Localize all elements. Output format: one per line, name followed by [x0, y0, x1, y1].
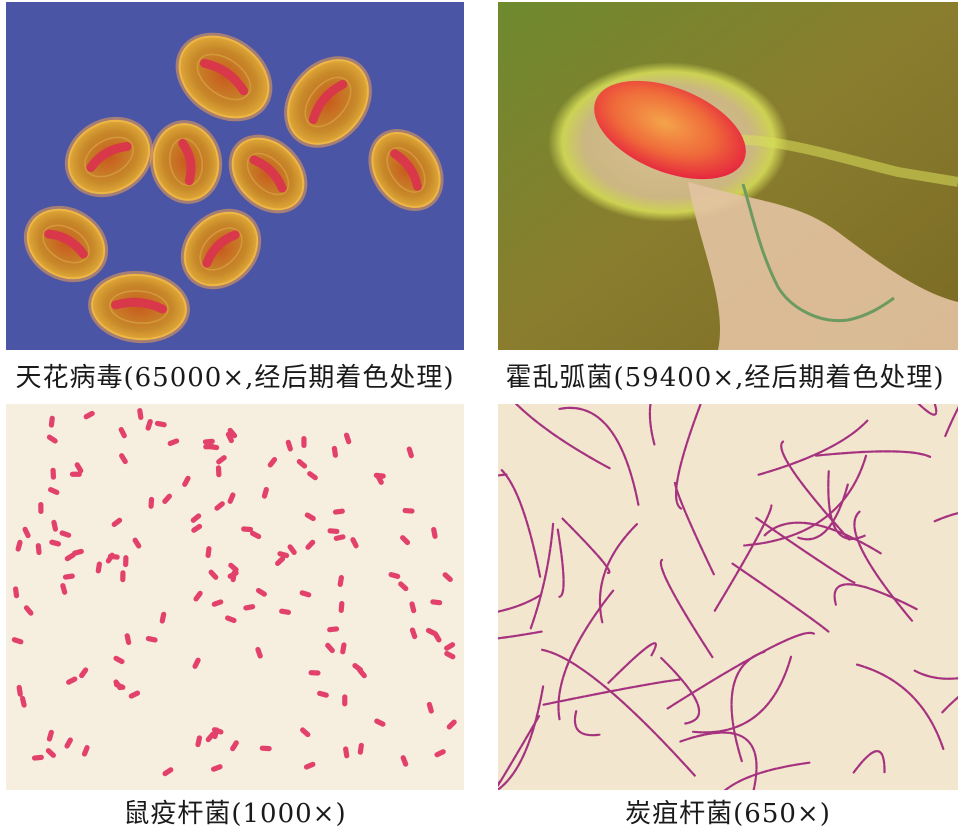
- plague-bacillus-image: [6, 404, 464, 790]
- cholera-caption: 霍乱弧菌(59400×,经后期着色处理): [492, 361, 958, 395]
- smallpox-caption: 天花病毒(65000×,经后期着色处理): [0, 361, 470, 395]
- cholera-vibrio-image: [498, 2, 958, 350]
- anthrax-caption: 炭疽杆菌(650×): [498, 797, 958, 831]
- plague-caption: 鼠疫杆菌(1000×): [6, 797, 464, 831]
- smallpox-virus-image: [6, 2, 464, 350]
- anthrax-bacillus-image: [498, 404, 958, 790]
